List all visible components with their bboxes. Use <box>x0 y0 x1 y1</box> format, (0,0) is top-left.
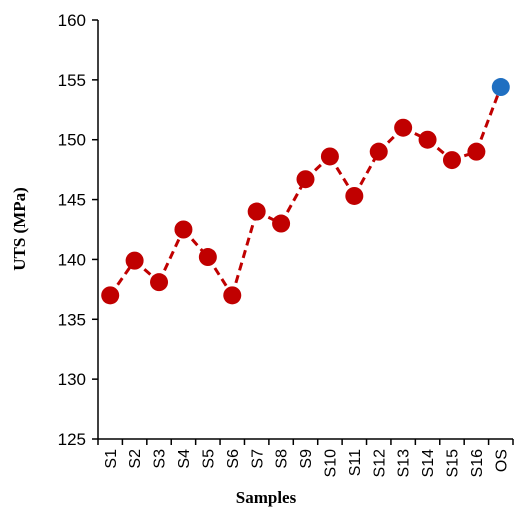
x-tick-label: S13 <box>396 449 413 478</box>
data-point <box>394 118 413 137</box>
data-point <box>320 147 339 166</box>
data-point <box>467 142 486 161</box>
x-tick-label: S10 <box>323 449 340 478</box>
x-axis-ticks: S1 S2 S3 S4 S5 S6 S7 S8 S9 S10 S11 S12 S13 S14 S15 S16 O… <box>97 439 514 478</box>
x-tick-label: S12 <box>371 449 388 478</box>
y-tick-label: 160 <box>58 11 86 30</box>
x-tick-label: S4 <box>176 449 193 469</box>
data-point <box>272 214 291 233</box>
x-tick-label: S14 <box>420 449 437 478</box>
data-point <box>247 202 266 221</box>
series-layer <box>101 78 510 305</box>
y-tick-label: 125 <box>58 430 86 449</box>
x-tick-label: S5 <box>200 449 217 469</box>
data-point <box>125 251 144 270</box>
y-tick-label: 135 <box>58 310 86 329</box>
x-tick-label: S11 <box>347 449 364 476</box>
y-tick-label: 155 <box>58 71 86 90</box>
y-axis-title: UTS (MPa) <box>10 187 29 271</box>
data-point <box>101 286 120 305</box>
x-tick-label: OS <box>493 449 510 472</box>
x-tick-label: S2 <box>127 449 144 469</box>
x-tick-label: S6 <box>225 449 242 469</box>
data-point <box>369 142 388 161</box>
data-point <box>296 170 315 189</box>
data-point <box>150 273 169 292</box>
y-tick-label: 140 <box>58 250 86 269</box>
data-point <box>174 220 193 239</box>
data-point <box>223 286 242 305</box>
y-axis-ticks: 125 130 135 140 145 150 155 160 <box>58 11 98 449</box>
data-point <box>442 151 461 170</box>
chart-axes <box>97 20 513 440</box>
x-tick-label: S16 <box>469 449 486 478</box>
data-point-highlight <box>491 78 510 97</box>
x-tick-label: S15 <box>445 449 462 478</box>
y-tick-label: 145 <box>58 191 86 210</box>
data-point <box>418 130 437 149</box>
series-line-segment <box>230 211 259 296</box>
series-line-segment <box>157 228 185 283</box>
x-tick-label: S9 <box>298 449 315 469</box>
data-point <box>198 248 217 267</box>
x-tick-label: S8 <box>274 449 291 469</box>
x-tick-label: S1 <box>103 449 120 469</box>
x-tick-label: S3 <box>152 449 169 469</box>
y-tick-label: 130 <box>58 370 86 389</box>
data-point <box>345 186 364 205</box>
y-tick-label: 150 <box>58 131 86 150</box>
x-axis-title: Samples <box>236 488 297 507</box>
series-line-segment <box>474 86 503 153</box>
x-tick-label: S7 <box>249 449 266 469</box>
